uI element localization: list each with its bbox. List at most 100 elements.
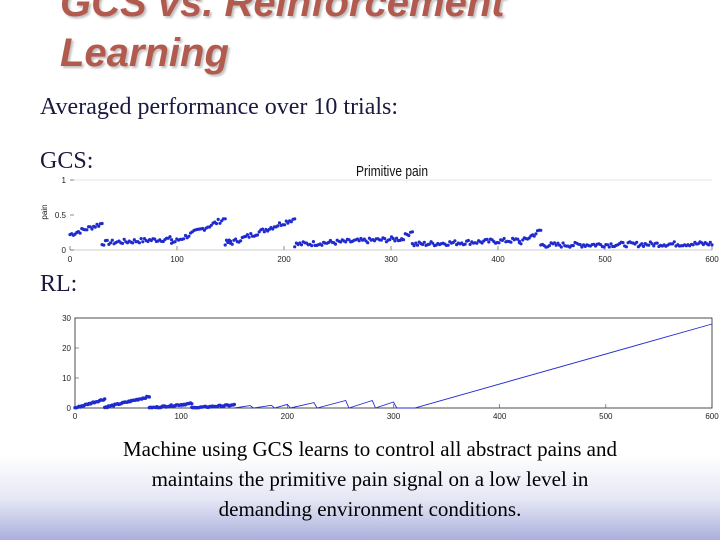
gcs-pain-point — [141, 240, 145, 244]
gcs-pain-point — [624, 245, 629, 249]
gcs-pain-point — [463, 242, 467, 246]
gcs-pain-point — [635, 240, 639, 244]
gcs-pain-point — [641, 244, 646, 248]
gcs-pain-point — [214, 222, 219, 226]
gcs-pain-point — [534, 232, 538, 236]
gcs-pain-point — [90, 227, 94, 231]
gcs-pain-point — [182, 237, 186, 241]
gcs-pain-point — [170, 238, 174, 242]
gcs-pain-point — [105, 238, 109, 242]
gcs-pain-point — [453, 239, 457, 243]
gcs-pain-point — [561, 241, 565, 245]
gcs-pain-point — [571, 244, 575, 248]
subtitle: Averaged performance over 10 trials: — [40, 94, 399, 120]
chart1-x-tick-label: 0 — [73, 412, 78, 421]
gcs-pain-point — [249, 232, 253, 236]
gcs-pain-point — [521, 238, 525, 242]
gcs-pain-point — [93, 225, 97, 229]
gcs-pain-point — [183, 233, 188, 238]
gcs-pain-point — [519, 242, 523, 246]
gcs-pain-point — [621, 241, 625, 245]
gcs-pain-point — [137, 241, 141, 245]
gcs-pain-point — [209, 223, 213, 227]
gcs-pain-point — [216, 217, 220, 221]
gcs-pain-point — [245, 233, 249, 237]
chart0-y-tick-label: 0.5 — [55, 211, 67, 220]
gcs-pain-point — [234, 237, 238, 241]
gcs-pain-point — [559, 245, 563, 249]
chart1-x-tick-label: 100 — [174, 412, 188, 421]
gcs-pain-point — [122, 237, 126, 241]
chart1-x-tick-label: 300 — [387, 412, 401, 421]
gcs-pain-point — [708, 240, 712, 244]
rl-marker-point — [147, 395, 151, 399]
chart1-title: Primitive pain — [356, 163, 428, 180]
chart1-y-tick-label: 20 — [62, 344, 71, 353]
chart0-x-tick-label: 100 — [170, 255, 184, 264]
gcs-pain-point — [366, 241, 370, 245]
gcs-pain-point — [422, 240, 426, 244]
gcs-pain-point — [100, 221, 104, 226]
chart1-y-tick-label: 30 — [62, 314, 71, 323]
gcs-pain-point — [497, 241, 501, 245]
gcs-pain-point — [532, 234, 536, 238]
rl-label: RL: — [40, 271, 78, 297]
title-line-2: Learning — [60, 31, 229, 75]
gcs-pain-point — [415, 243, 420, 247]
gcs-pain-point — [547, 244, 552, 248]
gcs-pain-point — [410, 230, 414, 234]
gcs-pain-point — [691, 243, 695, 247]
rl-marker-point — [103, 397, 107, 401]
gcs-pain-point — [347, 238, 351, 242]
gcs-pain-point — [672, 240, 676, 244]
gcs-pain-point — [466, 238, 470, 243]
chart0-x-tick-label: 600 — [705, 255, 719, 264]
gcs-pain-point — [650, 242, 654, 246]
gcs-pain-point — [293, 217, 297, 221]
gcs-pain-point — [388, 238, 392, 242]
gcs-pain-point — [647, 243, 651, 247]
gcs-pain-point — [139, 237, 143, 241]
rl-series-line — [234, 323, 713, 409]
gcs-pain-point — [446, 243, 450, 247]
gcs-label: GCS: — [40, 148, 94, 174]
caption-line-3: demanding environment conditions. — [218, 497, 522, 521]
gcs-pain-point — [277, 221, 282, 225]
gcs-pain-point — [485, 237, 489, 241]
gcs-pain-point — [602, 245, 606, 249]
gcs-pain-point — [202, 228, 206, 232]
chart1-frame — [74, 317, 713, 409]
gcs-pain-point — [311, 240, 315, 244]
chart0-y-tick-label: 0 — [62, 246, 67, 255]
gcs-pain-point — [357, 239, 361, 243]
gcs-pain-point — [344, 240, 348, 244]
caption-line-2: maintains the primitive pain signal on a… — [151, 467, 589, 491]
caption: Machine using GCS learns to control all … — [40, 434, 700, 524]
gcs-pain-point — [487, 240, 491, 244]
gcs-pain-point — [395, 236, 399, 240]
gcs-pain-point — [391, 236, 395, 241]
gcs-pain-point — [299, 243, 304, 247]
gcs-pain-point — [320, 243, 324, 247]
gcs-pain-point — [218, 221, 222, 225]
gcs-pain-point — [239, 239, 243, 243]
chart0-x-tick-label: 200 — [277, 255, 291, 264]
gcs-pain-point — [539, 228, 543, 232]
gcs-pain-point — [578, 243, 582, 247]
chart1-y-tick-label: 10 — [62, 374, 71, 383]
gcs-pain-point — [255, 233, 260, 237]
chart1-x-tick-label: 200 — [281, 412, 295, 421]
chart1-x-tick-label: 600 — [705, 412, 719, 421]
gcs-pain-point — [502, 236, 506, 241]
gcs-pain-point — [401, 238, 406, 242]
gcs-pain-point — [97, 224, 101, 228]
gcs-pain-point — [247, 235, 251, 239]
gcs-pain-point — [173, 240, 177, 244]
chart0-x-tick-label: 0 — [68, 255, 73, 264]
gcs-pain-point — [283, 223, 287, 227]
slide-title: GCS vs. Reinforcement Learning — [60, 0, 505, 78]
gcs-pain-point — [609, 242, 613, 246]
gcs-pain-point — [552, 241, 557, 245]
chart0-y-tick-label: 1 — [62, 176, 67, 185]
